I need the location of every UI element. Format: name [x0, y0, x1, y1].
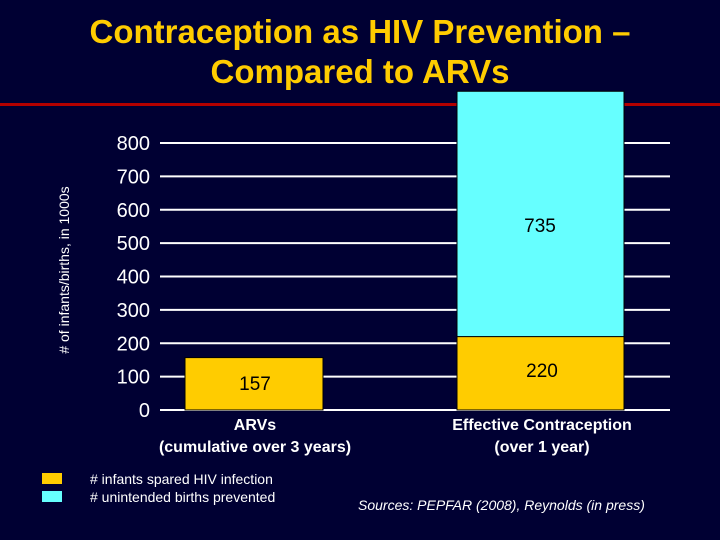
y-tick-label: 400 [117, 267, 150, 289]
y-tick-label: 700 [117, 166, 150, 188]
title-line-2: Compared to ARVs [210, 53, 510, 90]
bar-value-label: 735 [524, 216, 556, 237]
bar-value-label: 220 [526, 361, 558, 382]
legend-label-hiv: # infants spared HIV infection [90, 471, 273, 487]
bar-segment [184, 357, 324, 411]
y-tick-label: 0 [139, 400, 150, 422]
category-label: ARVs [234, 417, 276, 434]
slide-title: Contraception as HIV Prevention – Compar… [0, 12, 720, 92]
y-tick-label: 600 [117, 200, 150, 222]
title-divider [0, 103, 720, 106]
title-line-1: Contraception as HIV Prevention – [89, 13, 631, 50]
legend-label-births: # unintended births prevented [90, 489, 276, 505]
bar-value-label: 157 [239, 374, 271, 395]
category-label: Effective Contraception [452, 417, 632, 434]
category-label: (cumulative over 3 years) [159, 439, 351, 456]
legend-swatch-births [42, 491, 62, 502]
category-label: (over 1 year) [494, 439, 589, 456]
bar-segment [456, 336, 625, 411]
y-tick-label: 500 [117, 233, 150, 255]
y-tick-label: 800 [117, 133, 150, 155]
y-tick-label: 100 [117, 367, 150, 389]
legend-swatch-hiv [42, 473, 62, 484]
y-tick-label: 300 [117, 300, 150, 322]
y-axis-label: # of infants/births, in 1000s [56, 186, 72, 353]
bar-segment [456, 90, 625, 338]
y-tick-label: 200 [117, 333, 150, 355]
sources-citation: Sources: PEPFAR (2008), Reynolds (in pre… [358, 497, 645, 513]
